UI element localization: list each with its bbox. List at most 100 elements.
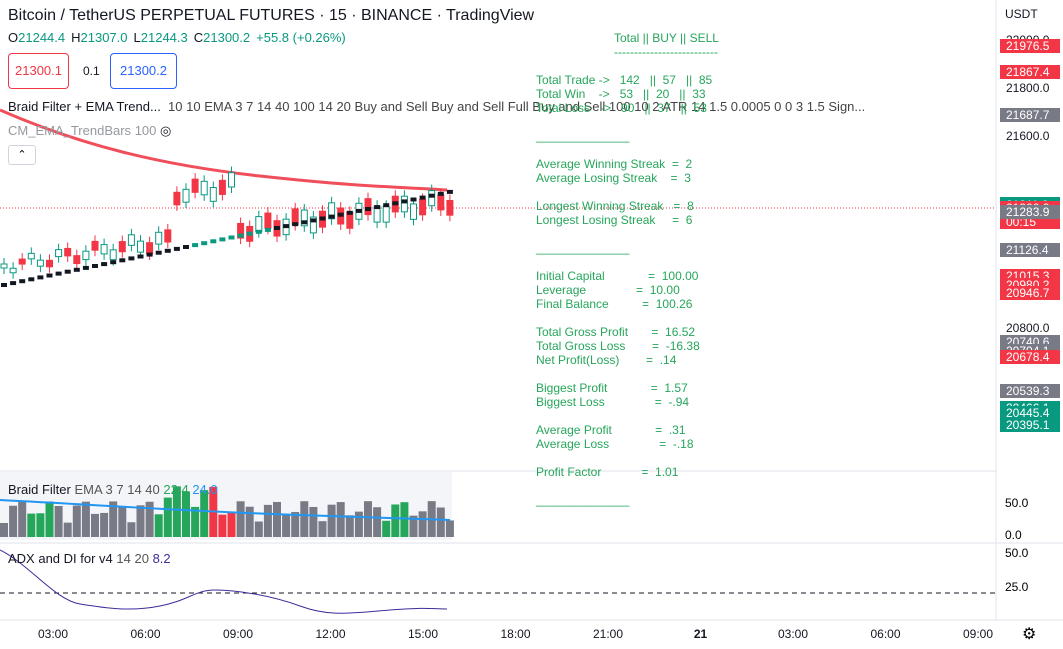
trend-bar	[110, 260, 117, 265]
ohlc-label: H	[71, 30, 81, 45]
candle-body	[428, 190, 436, 207]
stats-line: Biggest Profit = 1.57	[536, 381, 688, 395]
sell-button[interactable]: 21300.1	[8, 53, 69, 89]
trend-bar	[410, 197, 417, 202]
stats-line: Average Winning Streak = 2	[536, 157, 693, 171]
braid-bar	[200, 490, 209, 537]
trend-bar	[146, 252, 153, 257]
ohlc-change: +55.8 (+0.26%)	[256, 30, 346, 45]
braid-bar	[127, 522, 136, 537]
candle-body	[309, 216, 317, 234]
trend-bar	[301, 220, 308, 225]
stats-line: Longest Winning Streak = 8	[536, 199, 694, 213]
candle-body	[118, 241, 126, 253]
ohlc: O21244.4 H21307.0 L21244.3 C21300.2 +55.8 (+…	[8, 30, 346, 45]
braid-bar	[300, 501, 309, 537]
ohlc-value: 21307.0	[80, 30, 128, 45]
trend-bar	[73, 267, 80, 272]
candle-body	[18, 258, 26, 265]
braid-bar	[263, 504, 272, 537]
trend-bar	[119, 258, 126, 263]
stats-line: Total Trade -> 142 || 57 || 85	[536, 73, 713, 87]
stats-line: Total Loss -> 90 || 37 || 53	[536, 101, 707, 115]
price-label: 20946.7	[1000, 285, 1060, 300]
braid-bar	[54, 505, 63, 537]
candle-body	[382, 205, 390, 223]
time-label: 12:00	[315, 627, 346, 641]
trend-bar	[292, 222, 299, 227]
trend-bar	[210, 239, 217, 244]
trend-bar	[1, 283, 7, 287]
braid-bar	[100, 512, 109, 537]
trend-bar	[365, 207, 371, 211]
trend-bar	[328, 214, 335, 219]
braid-bar	[273, 501, 281, 537]
braid-bar	[136, 505, 145, 537]
indicator-name: Braid Filter + EMA Trend...	[8, 99, 161, 114]
candle-body	[27, 252, 35, 260]
indicator-legend: Braid Filter + EMA Trend... 10 10 EMA 3 …	[8, 99, 865, 114]
candle-body	[109, 249, 117, 261]
indicator-params: 10 10 EMA 3 7 14 40 100 14 20 Buy and Se…	[168, 99, 866, 114]
braid-bar	[182, 491, 190, 537]
trend-bar	[383, 203, 390, 208]
candle-body	[137, 240, 144, 253]
braid-bar	[172, 486, 181, 537]
braid-bar	[354, 511, 363, 537]
price-label: 20539.3	[1000, 383, 1060, 398]
stats-block: Total Gross Profit = 16.52 Total Gross Lo…	[536, 325, 719, 367]
braid-bar	[236, 501, 245, 537]
stats-line: Net Profit(Loss) = .14	[536, 353, 677, 367]
stats-line: ______________	[536, 241, 630, 255]
stats-line: Leverage = 10.00	[536, 283, 680, 297]
trend-bar	[55, 271, 62, 276]
stats-block: ______________	[536, 493, 719, 507]
indicator-params: 100	[134, 123, 157, 138]
braid-bar	[364, 501, 372, 537]
candle-body	[64, 247, 72, 257]
candle-body	[36, 259, 44, 267]
trend-bar	[264, 227, 271, 232]
trend-bar	[137, 254, 144, 259]
ohlc-label: L	[133, 30, 141, 45]
trend-bar	[155, 250, 162, 255]
candle-body	[46, 259, 53, 268]
braid-bar	[0, 523, 8, 537]
price-label: 21600.0	[1006, 129, 1050, 143]
candle-body	[100, 244, 108, 255]
trend-bar	[319, 216, 326, 221]
time-label: 03:00	[37, 627, 69, 641]
candle-body	[437, 194, 445, 211]
price-label: 21126.4	[1000, 242, 1060, 257]
symbol-title: Bitcoin / TetherUS PERPETUAL FUTURES · 1…	[8, 7, 535, 24]
candle-body	[127, 234, 135, 246]
settings-button[interactable]: ⚙	[1022, 626, 1037, 643]
price-label: 21867.4	[1000, 64, 1060, 79]
braid-bar	[191, 506, 200, 537]
trend-bar	[346, 210, 353, 215]
currency[interactable]: USDT	[1005, 7, 1038, 21]
collapse-button[interactable]: ⌃	[8, 145, 36, 165]
stats-line: Average Profit = .31	[536, 423, 686, 437]
buy-button[interactable]: 21300.2	[110, 53, 177, 89]
candle-body	[9, 267, 17, 274]
candle-body	[328, 202, 336, 220]
candle-body	[91, 240, 99, 251]
stats-line: Longest Losing Streak = 6	[536, 213, 693, 227]
ema-line	[0, 108, 448, 192]
stats-line: Average Loss = -.18	[536, 437, 694, 451]
stats-block: ______________	[536, 129, 719, 143]
time-label: 06:00	[130, 627, 161, 641]
indicator-legend: CM_EMA_TrendBars 100 ◎	[8, 123, 172, 138]
braid-bar	[345, 515, 354, 537]
braid-bar	[254, 521, 263, 537]
braid-bar	[18, 501, 27, 537]
candle-body	[410, 203, 417, 220]
candle-body	[0, 263, 8, 269]
candle-body	[218, 179, 226, 195]
candle-body	[364, 198, 372, 216]
braid-bar	[409, 515, 418, 537]
time-label: 09:00	[962, 627, 994, 641]
